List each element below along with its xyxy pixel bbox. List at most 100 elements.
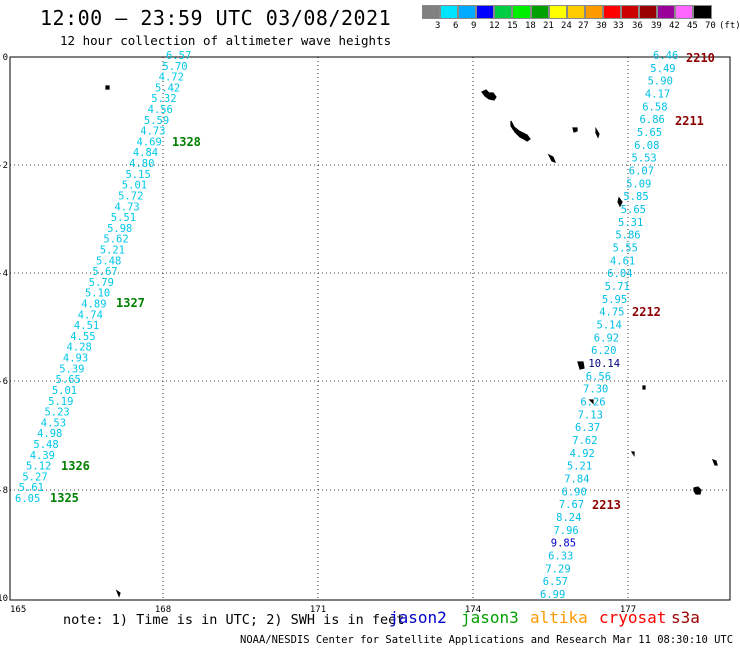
y-axis-label: 0 <box>3 53 8 63</box>
west-track-value: 5.15 <box>125 169 150 181</box>
island-outline <box>521 132 531 142</box>
color-scale-swatch <box>512 5 531 19</box>
east-track-value: 4.92 <box>570 448 595 460</box>
color-scale-label: 12 <box>489 21 500 31</box>
color-scale-label: 3 <box>435 21 441 31</box>
west-track-value: 4.51 <box>74 320 99 332</box>
west-track-value: 5.72 <box>118 190 143 202</box>
east-track-value: 7.67 <box>559 499 584 511</box>
color-scale-label: 24 <box>561 21 572 31</box>
color-scale-label: 27 <box>578 21 589 31</box>
west-track-value: 5.01 <box>122 180 147 192</box>
west-track-value: 5.23 <box>44 407 69 419</box>
west-track-value: 4.98 <box>37 428 62 440</box>
color-scale-swatch <box>639 5 658 19</box>
x-axis-label: 165 <box>10 605 26 615</box>
color-scale-swatch <box>494 5 513 19</box>
legend-cryosat: cryosat <box>599 608 667 627</box>
west-track-value: 5.48 <box>96 255 121 267</box>
east-track-value: 7.13 <box>578 409 603 421</box>
east-track-value: 6.08 <box>634 140 659 152</box>
color-scale-label: 15 <box>507 21 518 31</box>
west-track-value: 5.51 <box>111 212 136 224</box>
track-time-label: 1325 <box>50 491 79 505</box>
island-outline <box>617 196 623 208</box>
east-track-value: 7.96 <box>553 525 578 537</box>
west-track-value: 4.55 <box>70 331 95 343</box>
east-track-value: 7.84 <box>564 474 589 486</box>
west-track-value: 4.93 <box>63 353 88 365</box>
west-track-value: 5.65 <box>56 374 81 386</box>
east-track-value: 6.92 <box>594 332 619 344</box>
island-outline <box>115 589 121 598</box>
west-track-value: 5.79 <box>89 277 114 289</box>
color-scale-label: 33 <box>613 21 624 31</box>
west-track-value: 5.98 <box>107 223 132 235</box>
legend-altika: altika <box>530 608 588 627</box>
island-outline <box>711 459 718 466</box>
east-track-value: 5.71 <box>605 281 630 293</box>
east-track-value: 6.33 <box>548 551 573 563</box>
west-track-value: 4.56 <box>148 104 173 116</box>
west-track-value: 5.21 <box>100 244 125 256</box>
legend-s3a: s3a <box>671 608 700 627</box>
color-scale-swatch <box>693 5 712 19</box>
east-track-value: 6.90 <box>562 486 587 498</box>
west-track-value: 5.01 <box>52 385 77 397</box>
y-axis-label: -8 <box>0 486 8 496</box>
y-axis-label: -2 <box>0 161 8 171</box>
island-outline <box>105 85 110 90</box>
color-scale-swatch <box>621 5 640 19</box>
east-track: 6.465.495.904.176.586.865.656.085.536.07… <box>540 50 678 601</box>
legend-jason3: jason3 <box>461 608 519 627</box>
west-track-value: 6.05 <box>15 493 40 505</box>
east-track-value: 9.85 <box>551 538 576 550</box>
track-time-label: 2212 <box>632 305 661 319</box>
footer-note: note: 1) Time is in UTC; 2) SWH is in fe… <box>63 612 405 628</box>
color-scale-label: 30 <box>596 21 607 31</box>
east-track-value: 4.61 <box>610 255 635 267</box>
track-time-label: 1326 <box>61 459 90 473</box>
west-track-value: 4.53 <box>41 417 66 429</box>
west-track: 6.575.704.725.425.324.565.594.734.694.84… <box>15 50 191 505</box>
east-track-value: 4.17 <box>645 89 670 101</box>
east-track-value: 8.24 <box>556 512 581 524</box>
east-track-value: 5.09 <box>626 178 651 190</box>
map-frame <box>9 56 731 601</box>
west-track-value: 5.10 <box>85 288 110 300</box>
color-scale-swatch <box>657 5 676 19</box>
page-subtitle: 12 hour collection of altimeter wave hei… <box>60 33 392 48</box>
color-scale-swatch <box>422 5 441 19</box>
west-track-value: 5.62 <box>103 234 128 246</box>
page-title: 12:00 — 23:59 UTC 03/08/2021 <box>40 6 392 30</box>
west-track-value: 6.57 <box>166 50 191 62</box>
east-track-value: 6.04 <box>607 268 632 280</box>
east-track-value: 6.46 <box>653 50 678 62</box>
west-track-value: 5.27 <box>22 471 47 483</box>
track-time-label: 1328 <box>172 135 201 149</box>
color-scale-swatch <box>584 5 603 19</box>
island-outline <box>481 89 497 101</box>
west-track-value: 4.89 <box>81 299 106 311</box>
x-axis-label: 171 <box>310 605 326 615</box>
west-track-value: 4.80 <box>129 158 154 170</box>
island-outline <box>577 361 585 370</box>
west-track-value: 5.59 <box>144 115 169 127</box>
east-track-value: 5.95 <box>602 294 627 306</box>
east-track-value: 5.21 <box>567 461 592 473</box>
color-scale-labels: 3 6 9 12 15 18 21 24 27 30 33 36 39 42 45 70 (ft) <box>422 21 740 33</box>
color-scale-label: 70 <box>705 21 716 31</box>
y-axis-label: -6 <box>0 377 8 387</box>
east-track-value: 5.65 <box>637 127 662 139</box>
color-scale-label: 39 <box>651 21 662 31</box>
color-scale-label: 21 <box>543 21 554 31</box>
east-track-value: 6.58 <box>642 101 667 113</box>
track-time-label: 2211 <box>675 114 704 128</box>
island-outline <box>572 127 578 133</box>
island-outlines <box>105 85 718 598</box>
east-track-value: 5.65 <box>621 204 646 216</box>
east-track-value: 5.14 <box>597 320 622 332</box>
west-track-value: 4.84 <box>133 147 158 159</box>
east-track-value: 6.86 <box>640 114 665 126</box>
